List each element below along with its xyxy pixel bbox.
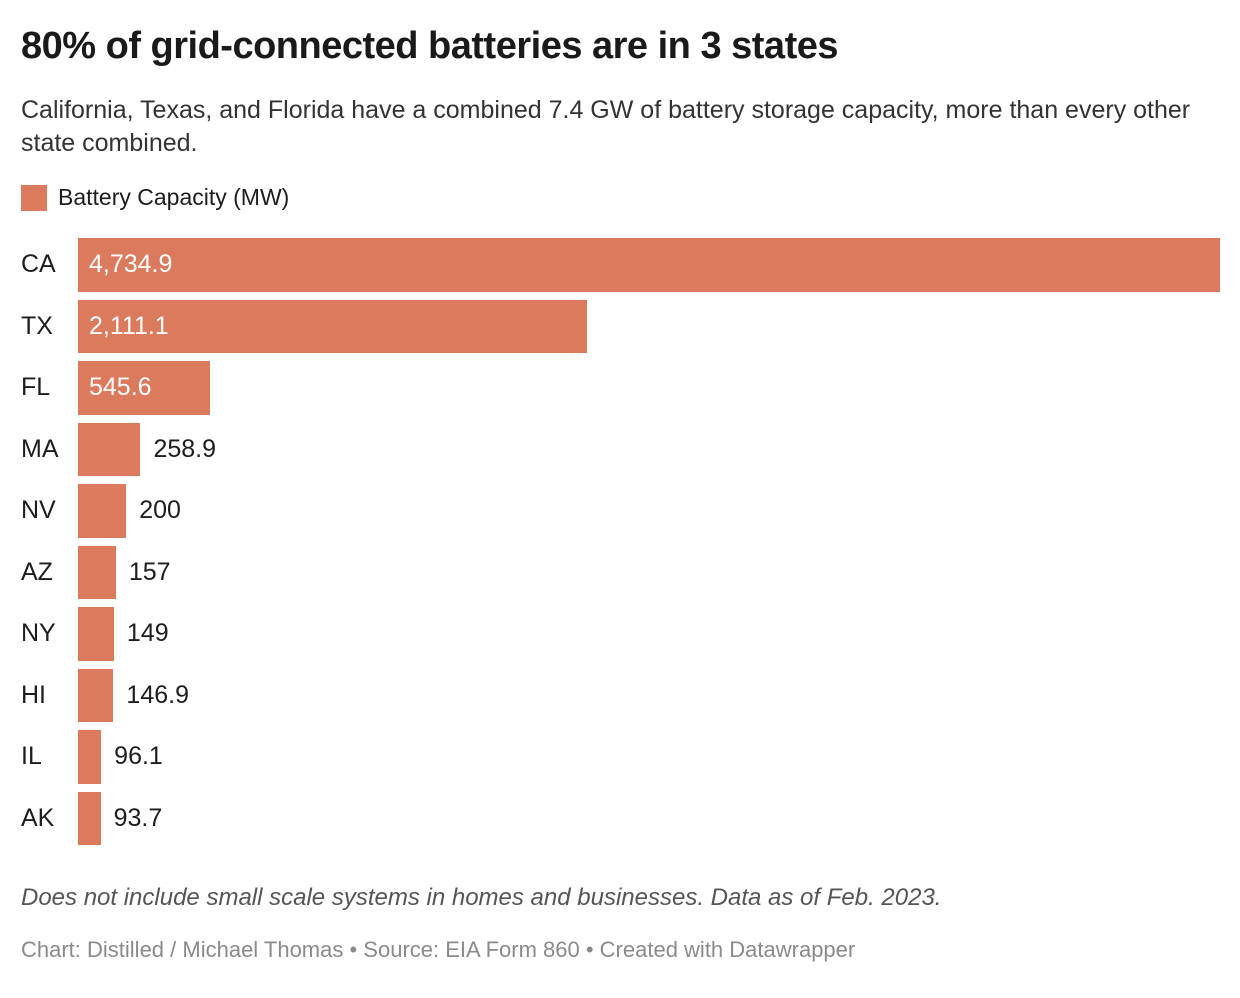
bar-track: 4,734.9 (78, 238, 1220, 292)
bar-row: NV 200 (21, 484, 1220, 538)
bar-track: 200 (78, 484, 1220, 538)
footnote-text: Does not include small scale systems in … (21, 884, 942, 911)
category-label-ak: AK (21, 803, 55, 832)
value-label-az: 157 (128, 557, 171, 586)
legend: Battery Capacity (MW) (21, 184, 1220, 211)
bar-row: NY 149 (21, 607, 1220, 661)
bar-ny[interactable] (78, 607, 114, 661)
bar-track: 258.9 (78, 422, 1220, 476)
category-label-il: IL (21, 742, 42, 771)
bar-hi[interactable] (78, 668, 114, 722)
bar-az[interactable] (78, 545, 116, 599)
value-label-tx: 2,111.1 (89, 311, 169, 340)
category-label-ny: NY (21, 619, 56, 648)
bar-row: HI 146.9 (21, 668, 1220, 722)
value-label-il: 96.1 (114, 742, 163, 771)
bar-track: 157 (78, 545, 1220, 599)
bar-ma[interactable] (78, 422, 141, 476)
bar-track: 93.7 (78, 791, 1220, 845)
bar-track: 149 (78, 607, 1220, 661)
chart-card: 80% of grid-connected batteries are in 3… (0, 24, 1240, 998)
value-label-ny: 149 (126, 619, 169, 648)
category-label-hi: HI (21, 680, 46, 709)
page-title: 80% of grid-connected batteries are in 3… (21, 25, 839, 67)
value-label-ca: 4,734.9 (89, 250, 173, 279)
bar-ca[interactable]: 4,734.9 (78, 238, 1220, 292)
value-label-ak: 93.7 (113, 803, 163, 832)
bar-chart: CA 4,734.9 TX 2,111.1 FL 545.6 MA 258.9 NV 200 AZ 1… (21, 238, 1220, 845)
value-label-hi: 146.9 (126, 680, 189, 709)
value-label-fl: 545.6 (89, 373, 152, 402)
bar-fl[interactable]: 545.6 (78, 361, 210, 415)
category-label-fl: FL (21, 373, 51, 402)
bar-track: 96.1 (78, 730, 1220, 784)
bar-track: 2,111.1 (78, 299, 1220, 353)
legend-label: Battery Capacity (MW) (58, 184, 290, 210)
bar-row: FL 545.6 (21, 361, 1220, 415)
chart-subtitle: California, Texas, and Florida have a co… (21, 96, 1191, 157)
bar-row: TX 2,111.1 (21, 299, 1220, 353)
bar-ak[interactable] (78, 791, 101, 845)
bar-track: 146.9 (78, 668, 1220, 722)
value-label-ma: 258.9 (153, 434, 216, 463)
bar-row: AZ 157 (21, 545, 1220, 599)
bar-il[interactable] (78, 730, 102, 784)
legend-swatch (21, 184, 47, 211)
bar-row: AK 93.7 (21, 791, 1220, 845)
category-label-nv: NV (21, 496, 56, 525)
bar-nv[interactable] (78, 484, 127, 538)
bar-track: 545.6 (78, 361, 1220, 415)
category-label-ma: MA (21, 434, 59, 463)
category-label-az: AZ (21, 557, 53, 586)
bar-row: CA 4,734.9 (21, 238, 1220, 292)
category-label-ca: CA (21, 250, 56, 279)
bar-row: MA 258.9 (21, 422, 1220, 476)
category-label-tx: TX (21, 311, 53, 340)
attribution-text: Chart: Distilled / Michael Thomas • Sour… (21, 937, 856, 962)
value-label-nv: 200 (139, 496, 181, 525)
bar-tx[interactable]: 2,111.1 (78, 299, 588, 353)
bar-row: IL 96.1 (21, 730, 1220, 784)
